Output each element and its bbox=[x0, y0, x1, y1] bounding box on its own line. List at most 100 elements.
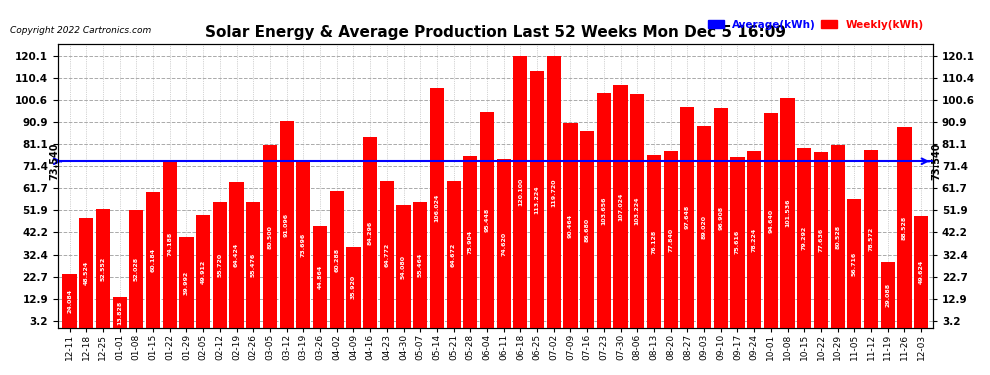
Bar bbox=[480, 111, 494, 328]
Text: 39.992: 39.992 bbox=[184, 271, 189, 295]
Bar bbox=[463, 156, 477, 328]
Bar bbox=[580, 131, 594, 328]
Text: 55.476: 55.476 bbox=[250, 253, 255, 278]
Text: 88.528: 88.528 bbox=[902, 216, 907, 240]
Bar bbox=[363, 137, 377, 328]
Bar bbox=[631, 94, 644, 328]
Bar bbox=[747, 151, 761, 328]
Bar bbox=[213, 202, 227, 328]
Text: 55.464: 55.464 bbox=[418, 253, 423, 278]
Text: 90.464: 90.464 bbox=[568, 213, 573, 238]
Bar bbox=[864, 150, 878, 328]
Bar bbox=[130, 210, 144, 328]
Bar bbox=[597, 93, 611, 328]
Bar bbox=[346, 247, 360, 328]
Bar bbox=[279, 122, 294, 328]
Text: 113.224: 113.224 bbox=[535, 185, 540, 214]
Text: 78.224: 78.224 bbox=[751, 227, 756, 252]
Bar bbox=[563, 123, 577, 328]
Bar bbox=[413, 202, 428, 328]
Text: 80.528: 80.528 bbox=[836, 225, 841, 249]
Bar bbox=[847, 200, 861, 328]
Bar bbox=[897, 127, 912, 328]
Bar bbox=[731, 156, 744, 328]
Text: 44.864: 44.864 bbox=[318, 265, 323, 290]
Text: 95.448: 95.448 bbox=[484, 208, 489, 232]
Text: 49.624: 49.624 bbox=[919, 260, 924, 284]
Text: 75.616: 75.616 bbox=[735, 230, 740, 255]
Text: 48.524: 48.524 bbox=[84, 261, 89, 285]
Bar bbox=[497, 159, 511, 328]
Bar bbox=[79, 218, 93, 328]
Bar bbox=[230, 182, 244, 328]
Bar bbox=[196, 215, 210, 328]
Bar bbox=[513, 56, 528, 328]
Text: 54.080: 54.080 bbox=[401, 255, 406, 279]
Bar bbox=[247, 202, 260, 328]
Bar bbox=[546, 56, 561, 328]
Text: 120.100: 120.100 bbox=[518, 178, 523, 206]
Text: 101.536: 101.536 bbox=[785, 199, 790, 227]
Text: 79.292: 79.292 bbox=[802, 226, 807, 251]
Text: 24.084: 24.084 bbox=[67, 289, 72, 313]
Bar bbox=[697, 126, 711, 328]
Text: 78.572: 78.572 bbox=[868, 227, 873, 251]
Bar bbox=[797, 148, 812, 328]
Bar bbox=[62, 273, 76, 328]
Text: 73.696: 73.696 bbox=[301, 232, 306, 256]
Bar bbox=[396, 206, 411, 328]
Text: 73.540: 73.540 bbox=[50, 142, 59, 180]
Bar bbox=[881, 262, 895, 328]
Text: 103.656: 103.656 bbox=[601, 196, 607, 225]
Text: 97.648: 97.648 bbox=[685, 205, 690, 230]
Text: 55.720: 55.720 bbox=[218, 253, 223, 277]
Text: 77.840: 77.840 bbox=[668, 228, 673, 252]
Text: 73.540: 73.540 bbox=[932, 142, 941, 180]
Bar bbox=[313, 226, 327, 328]
Bar bbox=[296, 161, 311, 328]
Bar bbox=[146, 192, 160, 328]
Text: 64.424: 64.424 bbox=[234, 243, 239, 267]
Text: 84.296: 84.296 bbox=[367, 220, 372, 245]
Bar bbox=[179, 237, 193, 328]
Text: 29.088: 29.088 bbox=[885, 283, 890, 307]
Text: 80.500: 80.500 bbox=[267, 225, 272, 249]
Bar bbox=[614, 85, 628, 328]
Title: Solar Energy & Average Production Last 52 Weeks Mon Dec 5 16:09: Solar Energy & Average Production Last 5… bbox=[205, 26, 786, 40]
Text: 64.772: 64.772 bbox=[384, 243, 389, 267]
Bar bbox=[831, 146, 844, 328]
Text: 107.024: 107.024 bbox=[618, 192, 623, 221]
Text: 64.672: 64.672 bbox=[451, 243, 456, 267]
Text: 35.920: 35.920 bbox=[350, 275, 356, 300]
Bar bbox=[430, 87, 444, 328]
Bar bbox=[262, 146, 277, 328]
Text: 75.904: 75.904 bbox=[468, 230, 473, 254]
Bar bbox=[530, 71, 544, 328]
Text: 56.716: 56.716 bbox=[851, 252, 857, 276]
Text: 52.028: 52.028 bbox=[134, 257, 139, 281]
Text: 96.908: 96.908 bbox=[719, 206, 724, 230]
Bar bbox=[646, 155, 661, 328]
Bar bbox=[763, 113, 778, 328]
Text: 103.224: 103.224 bbox=[635, 197, 640, 225]
Bar bbox=[714, 108, 728, 328]
Bar bbox=[780, 98, 795, 328]
Text: 49.912: 49.912 bbox=[201, 260, 206, 284]
Bar bbox=[680, 106, 694, 328]
Text: 77.636: 77.636 bbox=[819, 228, 824, 252]
Bar bbox=[914, 216, 929, 328]
Text: 74.188: 74.188 bbox=[167, 232, 172, 256]
Text: 91.096: 91.096 bbox=[284, 213, 289, 237]
Text: 94.640: 94.640 bbox=[768, 209, 773, 233]
Bar bbox=[96, 209, 110, 328]
Text: 60.288: 60.288 bbox=[335, 248, 340, 272]
Bar bbox=[380, 181, 394, 328]
Bar bbox=[113, 297, 127, 328]
Bar bbox=[814, 152, 828, 328]
Text: 119.720: 119.720 bbox=[551, 178, 556, 207]
Bar bbox=[330, 191, 344, 328]
Text: 106.024: 106.024 bbox=[435, 194, 440, 222]
Text: 89.020: 89.020 bbox=[702, 215, 707, 239]
Bar bbox=[663, 152, 678, 328]
Bar bbox=[162, 160, 177, 328]
